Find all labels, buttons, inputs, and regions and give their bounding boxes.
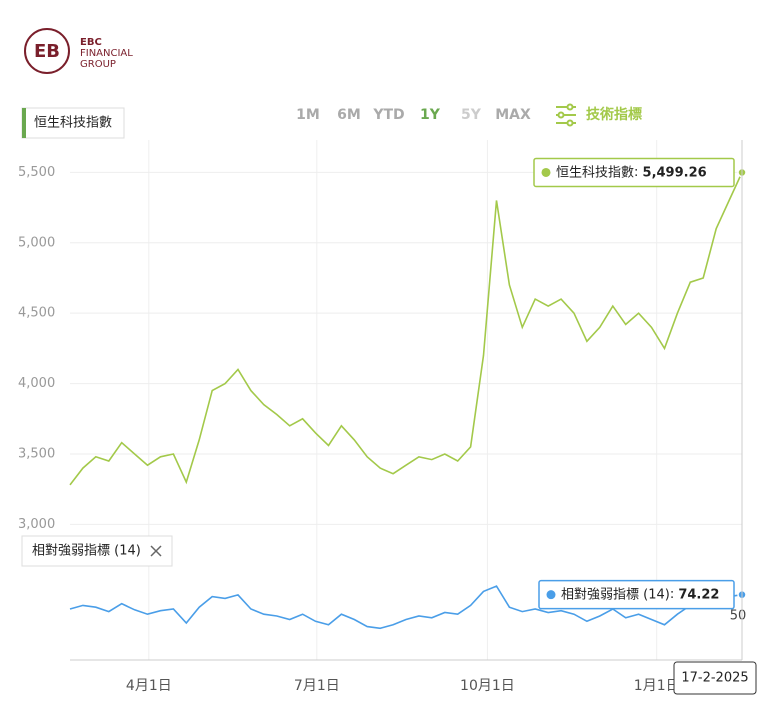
- x-tick-label: 7月1日: [294, 678, 340, 694]
- range-button[interactable]: YTD: [372, 107, 404, 123]
- series-name: 相對強弱指標 (14): [561, 587, 670, 602]
- indicator-icon: [566, 119, 574, 127]
- series-line: [69, 585, 743, 630]
- tooltip-value: 74.22: [678, 587, 719, 602]
- series-name: 恒生科技指數: [556, 165, 634, 180]
- tooltip-text: 相對強弱指標 (14): 74.22: [561, 587, 719, 602]
- y-tick-label: 3,000: [18, 517, 55, 532]
- y-tick-label: 5,500: [18, 165, 55, 180]
- y-tick-label: 50: [730, 609, 747, 624]
- logo-text: GROUP: [80, 59, 116, 70]
- tooltip-dot: [541, 167, 551, 177]
- tooltip-value: 5,499.26: [643, 165, 707, 180]
- tooltip-dot: [546, 590, 556, 600]
- legend-box: [21, 107, 125, 139]
- range-button[interactable]: 5Y: [461, 107, 482, 123]
- x-tick-label: 1月1日: [634, 678, 680, 694]
- legend-marker: [22, 108, 26, 138]
- indicator-icon: [566, 103, 574, 111]
- x-tick-label: 10月1日: [460, 678, 515, 694]
- range-button[interactable]: 1M: [296, 107, 320, 123]
- tooltip-text: 恒生科技指數: 5,499.26: [556, 165, 707, 180]
- indicator-icon: [557, 111, 565, 119]
- toolbar: 1M 6M YTD 1Y 5Y MAX 技術指標: [296, 103, 642, 127]
- range-button[interactable]: 1Y: [420, 107, 441, 123]
- y-tick-label: 3,500: [18, 446, 55, 461]
- series-line: [69, 172, 743, 486]
- range-button[interactable]: MAX: [495, 107, 531, 123]
- indicators-button[interactable]: 技術指標: [586, 106, 642, 123]
- legend-box: [21, 535, 173, 567]
- plot: 3,000 3,500 4,000 4,500 5,000 5,500 4月1日 7月1日 10…: [18, 107, 757, 695]
- y-tick-label: 4,500: [18, 306, 55, 321]
- range-button[interactable]: 6M: [337, 107, 361, 123]
- date-tooltip-text: 17-2-2025: [681, 671, 748, 686]
- x-tick-label: 4月1日: [126, 678, 172, 694]
- y-tick-label: 4,000: [18, 376, 55, 391]
- legend-label[interactable]: 恒生科技指數: [34, 116, 112, 131]
- logo: EB EBC FINANCIAL GROUP: [24, 28, 133, 74]
- logo-text: EBC: [80, 37, 102, 48]
- close-icon[interactable]: [150, 545, 162, 557]
- logo-ring: [24, 28, 70, 74]
- date-tooltip: [673, 661, 757, 695]
- logo-mark: EB: [34, 41, 60, 62]
- tooltip: [538, 579, 735, 610]
- logo-text: FINANCIAL: [80, 48, 133, 59]
- y-tick-label: 5,000: [18, 235, 55, 250]
- tooltip: [533, 157, 735, 188]
- legend-label[interactable]: 相對強弱指標 (14): [32, 544, 141, 559]
